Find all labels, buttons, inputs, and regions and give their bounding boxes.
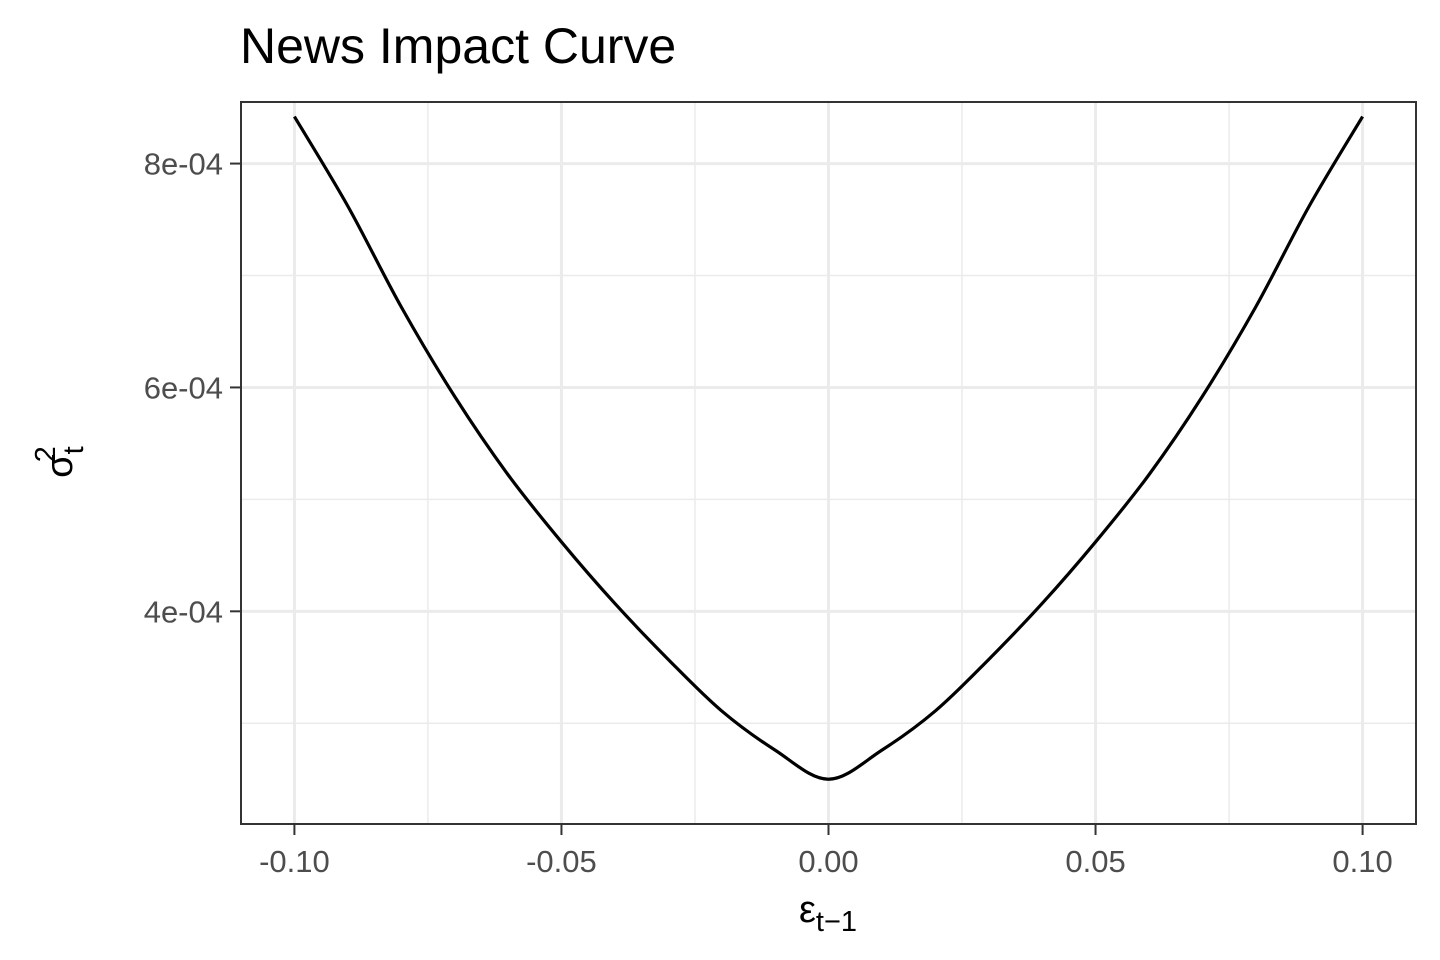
x-tick-label: 0.00 — [798, 844, 858, 879]
x-axis-title-subscript: t−1 — [816, 906, 857, 938]
x-axis-title-base: ε — [799, 889, 816, 931]
series-layer — [293, 115, 1364, 781]
x-tick-label: -0.10 — [259, 844, 330, 879]
y-axis-title-subscript: t — [58, 446, 90, 454]
x-axis: -0.10 -0.05 0.00 0.05 0.10 — [259, 824, 1393, 879]
y-tick-label: 8e-04 — [144, 147, 223, 182]
y-tick-label: 4e-04 — [144, 594, 223, 629]
chart-title: News Impact Curve — [240, 18, 676, 74]
x-tick-label: 0.05 — [1065, 844, 1125, 879]
y-tick-label: 6e-04 — [144, 370, 223, 405]
y-axis: 4e-04 6e-04 8e-04 — [144, 147, 241, 629]
y-axis-title: σt2 — [30, 446, 90, 478]
series-line — [293, 115, 1364, 781]
y-axis-title-base: σ — [39, 454, 81, 477]
x-axis-title: εt−1 — [799, 889, 857, 938]
major-grid — [241, 102, 1416, 824]
y-axis-title-superscript: 2 — [30, 446, 62, 462]
y-axis-title-group: σt2 — [30, 446, 90, 478]
x-tick-label: 0.10 — [1332, 844, 1392, 879]
x-tick-label: -0.05 — [526, 844, 597, 879]
